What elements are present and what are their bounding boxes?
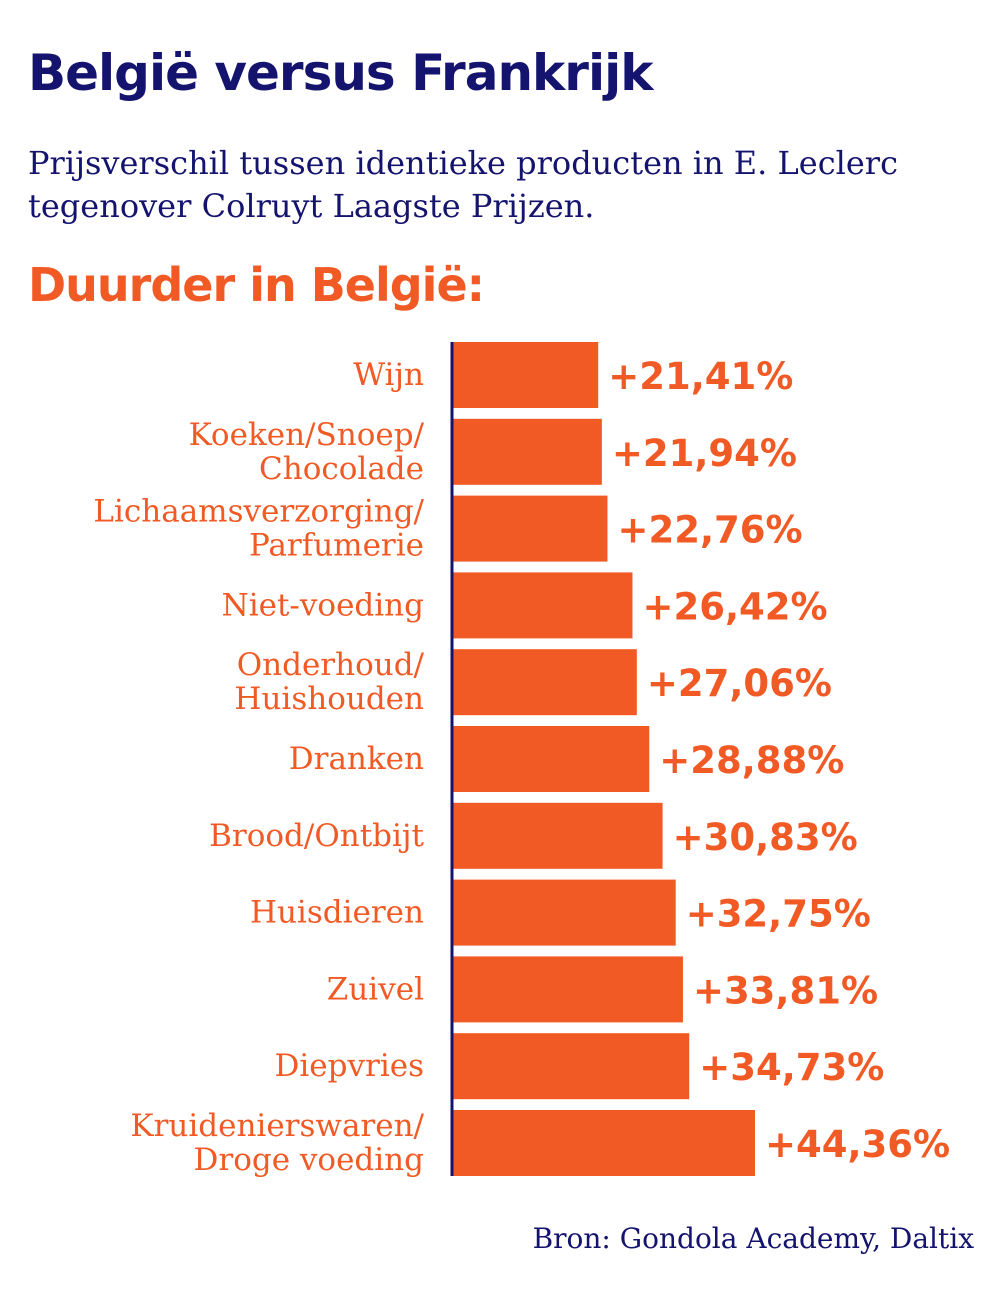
bar	[452, 495, 608, 562]
category-label: Niet-voeding	[222, 587, 424, 623]
bar	[452, 649, 637, 716]
category-label: Huisdieren	[250, 895, 424, 931]
bar-value-label: +28,88%	[659, 739, 844, 782]
category-label: Brood/Ontbijt	[209, 818, 424, 854]
bar	[452, 726, 650, 792]
category-label: Dranken	[289, 741, 424, 777]
category-label: Huishouden	[234, 681, 424, 717]
bar	[452, 342, 599, 408]
bar-value-label: +33,81%	[693, 969, 878, 1012]
category-label: Zuivel	[327, 971, 424, 1007]
bar-value-label: +26,42%	[642, 585, 827, 628]
category-label: Droge voeding	[194, 1142, 424, 1178]
bar-value-label: +27,06%	[647, 662, 832, 705]
bar-value-label: +44,36%	[765, 1123, 950, 1166]
bar	[452, 418, 602, 485]
category-label: Kruidenierswaren/	[130, 1108, 424, 1144]
category-label: Diepvries	[275, 1048, 424, 1084]
chart-subtitle: Prijsverschil tussen identieke producten…	[28, 144, 898, 225]
category-label: Lichaamsverzorging/	[93, 494, 424, 530]
source-note: Bron: Gondola Academy, Daltix	[532, 1222, 974, 1255]
bar-value-label: +22,76%	[617, 509, 802, 552]
category-label: Wijn	[353, 357, 424, 393]
bar	[452, 879, 676, 946]
bar-value-label: +21,41%	[608, 355, 793, 398]
bar-value-label: +34,73%	[699, 1046, 884, 1089]
bar	[452, 956, 683, 1023]
bar-value-label: +21,94%	[612, 432, 797, 475]
bar-value-label: +32,75%	[686, 893, 871, 936]
bar-value-label: +30,83%	[673, 816, 858, 859]
category-label: Parfumerie	[249, 528, 424, 564]
category-label: Koeken/Snoep/	[189, 417, 425, 453]
bar	[452, 572, 633, 639]
section-heading: Duurder in België:	[28, 258, 485, 312]
bar	[452, 1110, 755, 1176]
category-label: Chocolade	[259, 451, 424, 487]
category-label: Onderhoud/	[237, 647, 425, 683]
bar	[452, 802, 663, 869]
bar	[452, 1033, 690, 1100]
chart-title: België versus Frankrijk	[28, 44, 653, 102]
